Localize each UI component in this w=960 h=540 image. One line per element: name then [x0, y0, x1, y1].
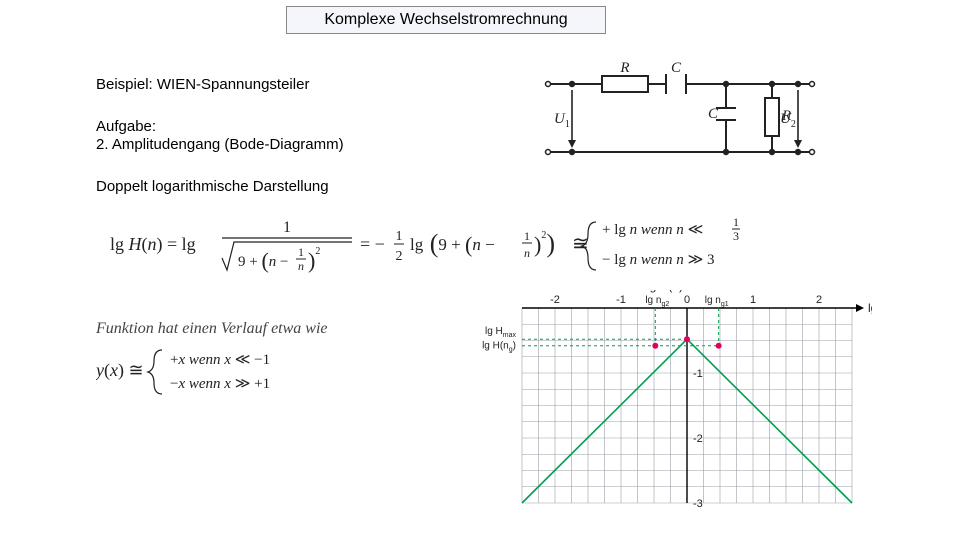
svg-text:lg H(n): lg H(n)	[647, 290, 683, 293]
svg-text:1: 1	[733, 215, 739, 229]
loglog-label: Doppelt logarithmische Darstellung	[96, 178, 329, 195]
svg-text:U1: U1	[554, 111, 570, 130]
svg-text:+x wenn x ≪ −1: +x wenn x ≪ −1	[170, 352, 270, 368]
svg-text:lg n: lg n	[868, 301, 872, 315]
svg-text:3: 3	[733, 229, 739, 243]
svg-text:lg Hmax: lg Hmax	[485, 326, 517, 339]
circuit-diagram: U1U2RCCR	[540, 62, 820, 170]
svg-text:-2: -2	[550, 294, 560, 306]
svg-text:-3: -3	[693, 498, 703, 510]
svg-text:lg ng2: lg ng2	[645, 295, 669, 308]
svg-text:R: R	[619, 62, 629, 76]
svg-text:1: 1	[524, 229, 530, 243]
svg-text:-2: -2	[693, 433, 703, 445]
svg-text:lg H(n) = lg: lg H(n) = lg	[110, 234, 196, 255]
task-line1: Aufgabe:	[96, 118, 156, 135]
svg-text:C: C	[708, 106, 719, 122]
svg-text:lg (9 + (n −: lg (9 + (n −	[410, 229, 495, 258]
page-title: Komplexe Wechselstromrechnung	[286, 6, 606, 34]
svg-text:+ lg n wenn n ≪: + lg n wenn n ≪	[602, 222, 703, 238]
formula-main: lg H(n) = lg19 + (n − 1n)2= −12lg (9 + (…	[110, 210, 750, 280]
svg-text:0: 0	[684, 294, 690, 306]
svg-text:1: 1	[396, 229, 403, 244]
svg-text:lg H(ng): lg H(ng)	[482, 341, 516, 354]
svg-text:1: 1	[750, 294, 756, 306]
formula-yx: y(x) ≅ +x wenn x ≪ −1 −x wenn x ≫ +1	[96, 344, 396, 404]
task-line2: 2. Amplitudengang (Bode-Diagramm)	[96, 136, 344, 153]
svg-text:C: C	[671, 62, 682, 76]
svg-text:R: R	[781, 108, 791, 124]
svg-text:y(x) ≅: y(x) ≅	[96, 360, 144, 381]
title-text: Komplexe Wechselstromrechnung	[324, 11, 567, 28]
svg-text:2: 2	[396, 249, 403, 264]
svg-text:)2: )2	[308, 246, 320, 273]
svg-text:-1: -1	[693, 368, 703, 380]
svg-text:2: 2	[816, 294, 822, 306]
svg-text:)2): )2)	[534, 229, 555, 258]
svg-text:−x wenn x ≫ +1: −x wenn x ≫ +1	[170, 376, 270, 392]
svg-text:1: 1	[283, 219, 291, 236]
svg-text:= −: = −	[360, 234, 385, 254]
svg-text:n: n	[298, 259, 304, 273]
svg-text:1: 1	[298, 245, 304, 259]
bode-plot: -2 -1 0 1 2 -1 -2 -3 lg n lg H(n) lg ng2 lg ng1 lg H…	[432, 290, 872, 520]
svg-text:≅: ≅	[572, 233, 589, 255]
svg-text:− lg n wenn n ≫ 3: − lg n wenn n ≫ 3	[602, 252, 715, 268]
funktion-hat: Funktion hat einen Verlauf etwa wie	[96, 320, 328, 338]
example-label: Beispiel: WIEN-Spannungsteiler	[96, 76, 309, 93]
svg-text:-1: -1	[616, 294, 626, 306]
svg-text:n: n	[524, 246, 530, 260]
svg-text:9 + (n −: 9 + (n −	[238, 248, 289, 273]
svg-text:lg ng1: lg ng1	[705, 295, 729, 308]
